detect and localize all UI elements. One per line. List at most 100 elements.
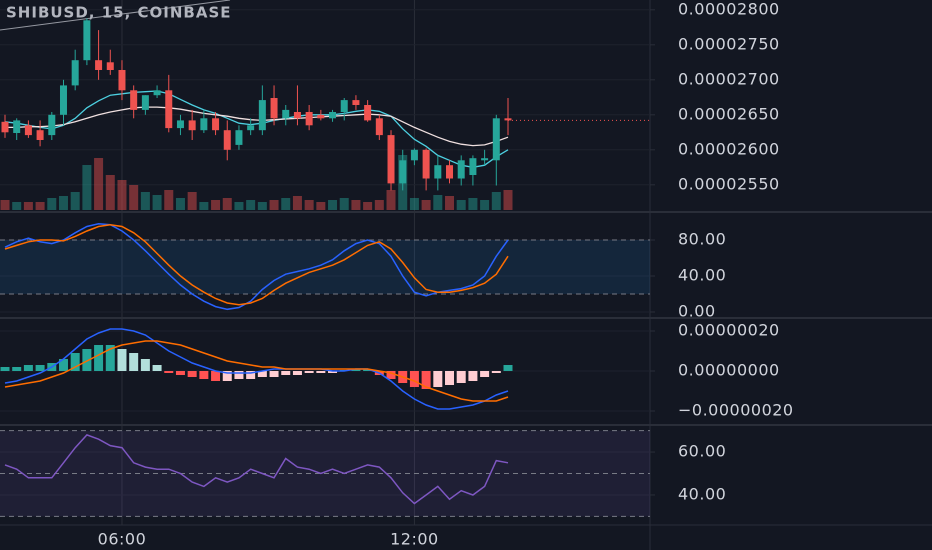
volume-bar (23, 202, 33, 210)
candle-body (422, 149, 430, 179)
candle-body (95, 60, 103, 70)
y-tick-label: 0.00002550 (678, 174, 780, 193)
y-tick-label: 0.00002800 (678, 0, 780, 18)
y-tick-label: 0.00002700 (678, 69, 780, 88)
candle-body (282, 109, 290, 119)
y-tick-label: 40.00 (678, 484, 726, 503)
histogram-bar (480, 371, 490, 377)
histogram-bar (491, 371, 501, 373)
volume-bar (234, 202, 244, 210)
volume-bar (105, 175, 115, 210)
y-tick-label: 0.00000020 (678, 321, 780, 340)
candle-body (340, 100, 348, 112)
y-tick-label: 0.00002600 (678, 139, 780, 158)
candle-body (352, 100, 360, 105)
candle-body (106, 62, 114, 70)
candle-body (446, 165, 454, 179)
volume-bar (117, 180, 127, 210)
candle-body (130, 90, 138, 110)
histogram-bar (82, 349, 92, 371)
volume-bar (480, 200, 490, 210)
y-tick-label: 60.00 (678, 442, 726, 461)
histogram-bar (129, 353, 139, 371)
candle-body (481, 158, 489, 161)
histogram-bar (70, 353, 80, 371)
histogram-bar (292, 371, 302, 375)
candle-body (247, 125, 255, 131)
candle-body (48, 114, 56, 136)
volume-bar (433, 195, 443, 210)
candle-body (223, 130, 231, 150)
volume-bar (281, 198, 291, 210)
chart-title: SHIBUSD, 15, COINBASE (6, 4, 232, 22)
indicator-line (4, 434, 509, 505)
histogram-bar (211, 371, 221, 381)
histogram-bar (105, 345, 115, 371)
moving-average (5, 106, 509, 147)
candle-body (270, 98, 278, 119)
candle-body (200, 118, 208, 131)
histogram-bar (23, 365, 33, 371)
candle-body (59, 85, 67, 115)
histogram-bar (187, 371, 197, 377)
candle-body (457, 160, 465, 179)
histogram-bar (152, 365, 162, 371)
histogram-bar (386, 371, 396, 379)
y-tick-label: 80.00 (678, 230, 726, 249)
y-tick-label: −0.00000020 (678, 401, 794, 420)
histogram-bar (445, 371, 455, 385)
candle-body (434, 165, 442, 179)
candle-body (24, 125, 32, 136)
volume-bar (292, 196, 302, 210)
histogram-bar (164, 371, 174, 373)
candle-body (364, 105, 372, 121)
volume-bar (409, 198, 419, 210)
indicator-line (4, 223, 509, 311)
histogram-bar (304, 371, 314, 373)
histogram-bar (140, 359, 150, 371)
volume-bar (58, 196, 68, 210)
indicator-line (4, 328, 509, 410)
candle-body (317, 114, 325, 119)
candle-body (1, 121, 9, 133)
volume-bar (140, 192, 150, 210)
volume-bar (164, 190, 174, 210)
y-tick-label: 0.00 (678, 301, 716, 320)
moving-average (4, 90, 509, 168)
histogram-bar (433, 371, 443, 387)
histogram-bar (363, 369, 373, 371)
volume-bar (468, 198, 478, 210)
histogram-bar (0, 367, 10, 371)
volume-bar (187, 192, 197, 210)
candle-body (492, 118, 500, 161)
volume-bar (386, 190, 396, 210)
candle-body (399, 160, 407, 184)
volume-bar (246, 200, 256, 210)
volume-bar (456, 200, 466, 210)
histogram-bar (316, 371, 326, 373)
plot: 06:00 12:00 0.00002800 0.00002750 0.00002700… (0, 0, 794, 549)
histogram-bar (351, 369, 361, 371)
histogram-bar (222, 371, 232, 381)
volume-bar (421, 200, 431, 210)
candle-body (83, 20, 91, 61)
volume-bar (12, 202, 22, 210)
volume-bar (35, 202, 45, 210)
histogram-bar (257, 371, 267, 377)
volume-bar (445, 196, 455, 210)
histogram-bar (409, 371, 419, 387)
y-tick-label: 0.00000000 (678, 361, 780, 380)
histogram-bar (12, 367, 22, 371)
histogram-bar (281, 371, 291, 375)
volume-bar (339, 198, 349, 210)
candle-body (387, 135, 395, 184)
histogram-bar (94, 345, 104, 371)
candle-body (71, 60, 79, 86)
volume-bar (374, 200, 384, 210)
candle-body (13, 120, 21, 133)
histogram-bar (328, 371, 338, 373)
candle-body (305, 112, 313, 126)
volume-bar (152, 195, 162, 210)
candle-body (293, 112, 301, 119)
